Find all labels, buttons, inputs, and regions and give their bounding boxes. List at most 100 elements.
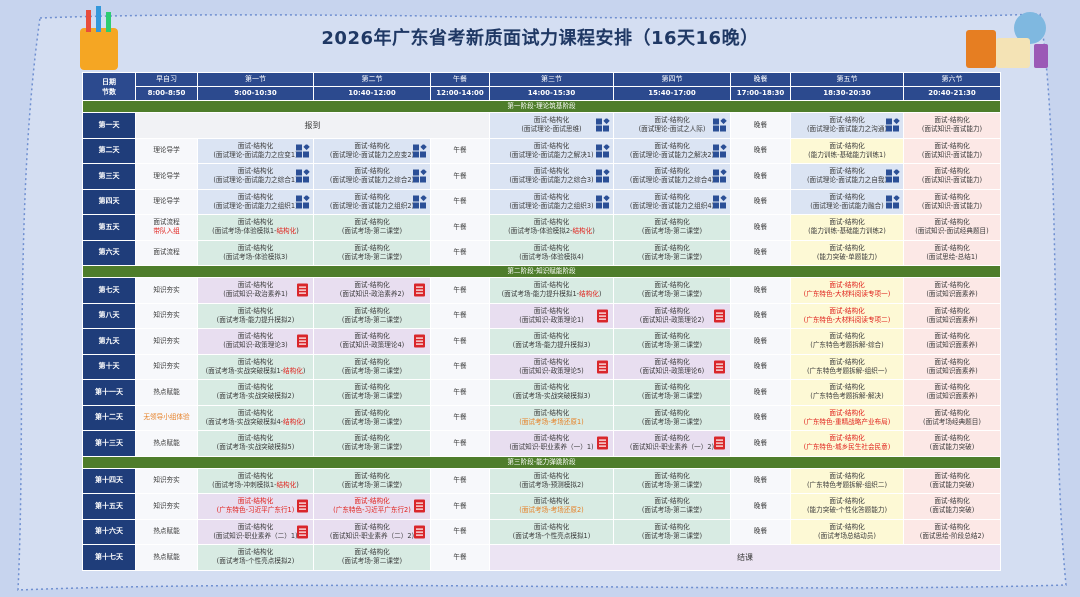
- course-cell: 面试-结构化 (面试理论-面试之人际): [613, 112, 731, 139]
- header-row: 日期 节数 早自习 第一节 第二节 午餐 第三节 第四节 晚餐 第五节 第六节: [82, 72, 1001, 101]
- cell-line: 面试-结构化: [533, 497, 570, 506]
- column-time: 9:00-10:30: [197, 86, 314, 101]
- cell-line: 面试-结构化: [533, 192, 570, 201]
- cell-line: (面试理论-面试之人际): [638, 125, 706, 134]
- course-cell: 面试-结构化 (面试知识-政治素养2): [313, 277, 431, 304]
- cell-text: 无领导小组体验: [143, 413, 190, 422]
- cell-line: 知识夯实: [153, 476, 180, 485]
- course-cell: 面试-结构化 (广东特色-习近平广东行2): [313, 493, 431, 520]
- cell-line: (广东特色-习近平广东行1): [199, 506, 313, 515]
- cell-line: 面试-结构化: [354, 434, 390, 443]
- grid-icon: [713, 118, 727, 132]
- day-label: 第十二天: [82, 404, 136, 431]
- cell-line: 面试-结构化: [654, 306, 690, 315]
- cell-text: (广东特色-习近平广东行1): [216, 506, 295, 515]
- corner-cell: 日期 节数: [82, 72, 136, 101]
- course-cell: 面试-结构化 (面试理论-面试能力之应变2): [313, 137, 431, 164]
- stage-label: 第一阶段-理论筑基阶段: [82, 100, 1001, 113]
- course-cell: 面试-结构化 (面试理论-面试能力之综合3): [489, 163, 614, 190]
- pencil-cup-icon: [80, 6, 118, 70]
- cell-line: (面试知识面素养): [926, 392, 978, 401]
- cell-line: 面试-结构化: [237, 192, 274, 201]
- day-label: 第十天: [82, 353, 136, 380]
- cell-line: (面试知识-面试能力): [921, 201, 983, 210]
- cell-line: 面试-结构化: [237, 167, 274, 176]
- cell-line: (面试考场-个性亮点模拟2): [216, 557, 295, 566]
- cell-line: (面试考场-体验模拟3): [223, 252, 288, 261]
- cell-line: 面试-结构化: [829, 192, 865, 201]
- course-cell: 面试-结构化 (广东特色-城乡民生社会民意): [790, 430, 904, 457]
- cell-line: (面试考场-体验模拟1-结构化): [199, 227, 313, 236]
- cell-line: (面试理论-面试能力之综合3): [509, 176, 594, 185]
- cell-line: 面试-结构化: [934, 434, 970, 443]
- cell-line: 面试-结构化: [237, 243, 274, 252]
- course-cell: 晚餐: [730, 493, 791, 520]
- cell-line: (面试理论-面试能力之组织1): [213, 201, 298, 210]
- cell-line: (面试思绘-阶段总结2): [919, 531, 985, 540]
- course-cell: 晚餐: [730, 302, 791, 329]
- cell-line: 带队入组: [137, 227, 197, 236]
- cell-line: 午餐: [453, 285, 467, 294]
- cell-line: 面试-结构化: [237, 383, 274, 392]
- cell-text: (面试考场-考场还原2): [519, 506, 584, 515]
- stage-label: 第二阶段-知识赋能阶段: [82, 265, 1001, 278]
- cell-line: (面试理论-面试能力之应变1): [213, 150, 298, 159]
- course-cell: 面试-结构化 (面试知识-政策理论1): [489, 302, 614, 329]
- stationery-icon: [966, 12, 1048, 68]
- course-cell: 面试-结构化 (面试知识-政治素养1): [197, 277, 314, 304]
- cell-line: 面试-结构化: [354, 383, 390, 392]
- course-cell: 面试-结构化 (广东特色-习近平广东行1): [197, 493, 314, 520]
- course-cell: 面试-结构化 (面试知识面素养): [903, 328, 1001, 355]
- grid-icon: [886, 118, 900, 132]
- course-cell: 晚餐: [730, 188, 791, 215]
- cell-line: 面试-结构化: [354, 281, 390, 290]
- course-cell: 面试-结构化 (面试考场-实战突破模拟1-结构化): [197, 353, 314, 380]
- cell-text: 结构化: [283, 417, 303, 426]
- title: 2026年广东省考新质面试力课程安排（16天16晚）: [321, 28, 759, 49]
- cell-line: 面试-结构化: [654, 281, 690, 290]
- grid-icon: [296, 195, 310, 209]
- course-cell: 晚餐: [730, 404, 791, 431]
- course-cell: 晚餐: [730, 112, 791, 139]
- stage-row: 第二阶段-知识赋能阶段: [82, 265, 1001, 278]
- doc-icon: [597, 309, 608, 323]
- cell-text: ): [592, 227, 595, 236]
- cell-line: (广东特色-大材料阅读专项二): [792, 316, 903, 325]
- day-label: 第十五天: [82, 493, 136, 520]
- course-cell: 面试-结构化 (面试考场-第二课堂): [613, 493, 731, 520]
- cell-line: 面试-结构化: [237, 522, 274, 531]
- cell-line: (面试考场-第二课堂): [641, 290, 703, 299]
- course-cell: 面试-结构化 (面试理论-面试能力之解决2): [613, 137, 731, 164]
- day-row: 第十七天 热点赋能 面试-结构化 (面试考场-个性亮点模拟2) 面试-结构化 (面试考场-…: [82, 544, 1001, 571]
- cell-line: (面试知识-政策理论4): [339, 341, 405, 350]
- course-cell: 结课: [489, 544, 1001, 571]
- cell-line: 面试-结构化: [654, 497, 690, 506]
- doc-icon: [297, 499, 308, 513]
- cell-line: 面试-结构化: [654, 192, 690, 201]
- cell-line: (面试理论-面试能力之组织3): [509, 201, 594, 210]
- cell-line: 热点赋能: [153, 552, 180, 561]
- course-cell: 知识夯实: [135, 353, 198, 380]
- cell-line: 面试-结构化: [829, 357, 865, 366]
- column-time: 17:00-18:30: [730, 86, 791, 101]
- cell-line: 面试-结构化: [829, 243, 865, 252]
- column-name: 第六节: [903, 72, 1001, 87]
- day-row: 第一天 报到 面试-结构化 (面试理论-面试思维) 面试-结构化 (面试理论-面试之人际)…: [82, 112, 1001, 139]
- cell-line: 面试-结构化: [792, 434, 903, 443]
- grid-icon: [886, 169, 900, 183]
- doc-icon: [414, 283, 425, 297]
- doc-icon: [297, 334, 308, 348]
- doc-icon: [297, 283, 308, 297]
- cell-text: (广东特色-习近平广东行2): [333, 506, 411, 515]
- cell-text: 面试-结构化: [829, 434, 865, 443]
- cell-line: 面试-结构化: [354, 408, 390, 417]
- cell-line: 面试-结构化: [354, 167, 390, 176]
- course-cell: 面试-结构化 (面试知识-政策理论4): [313, 328, 431, 355]
- cell-line: 面试-结构化: [533, 306, 570, 315]
- course-cell: 面试-结构化 (广东特色考题拆解-解决): [790, 379, 904, 406]
- cell-line: (面试理论-面试能力融合): [810, 201, 884, 210]
- course-cell: 面试-结构化 (面试理论-面试能力之应变1): [197, 137, 314, 164]
- course-cell: 面试-结构化 (面试知识-政策理论3): [197, 328, 314, 355]
- cell-line: (面试知识面素养): [926, 366, 978, 375]
- cell-line: (面试考场-考场还原1): [491, 418, 613, 427]
